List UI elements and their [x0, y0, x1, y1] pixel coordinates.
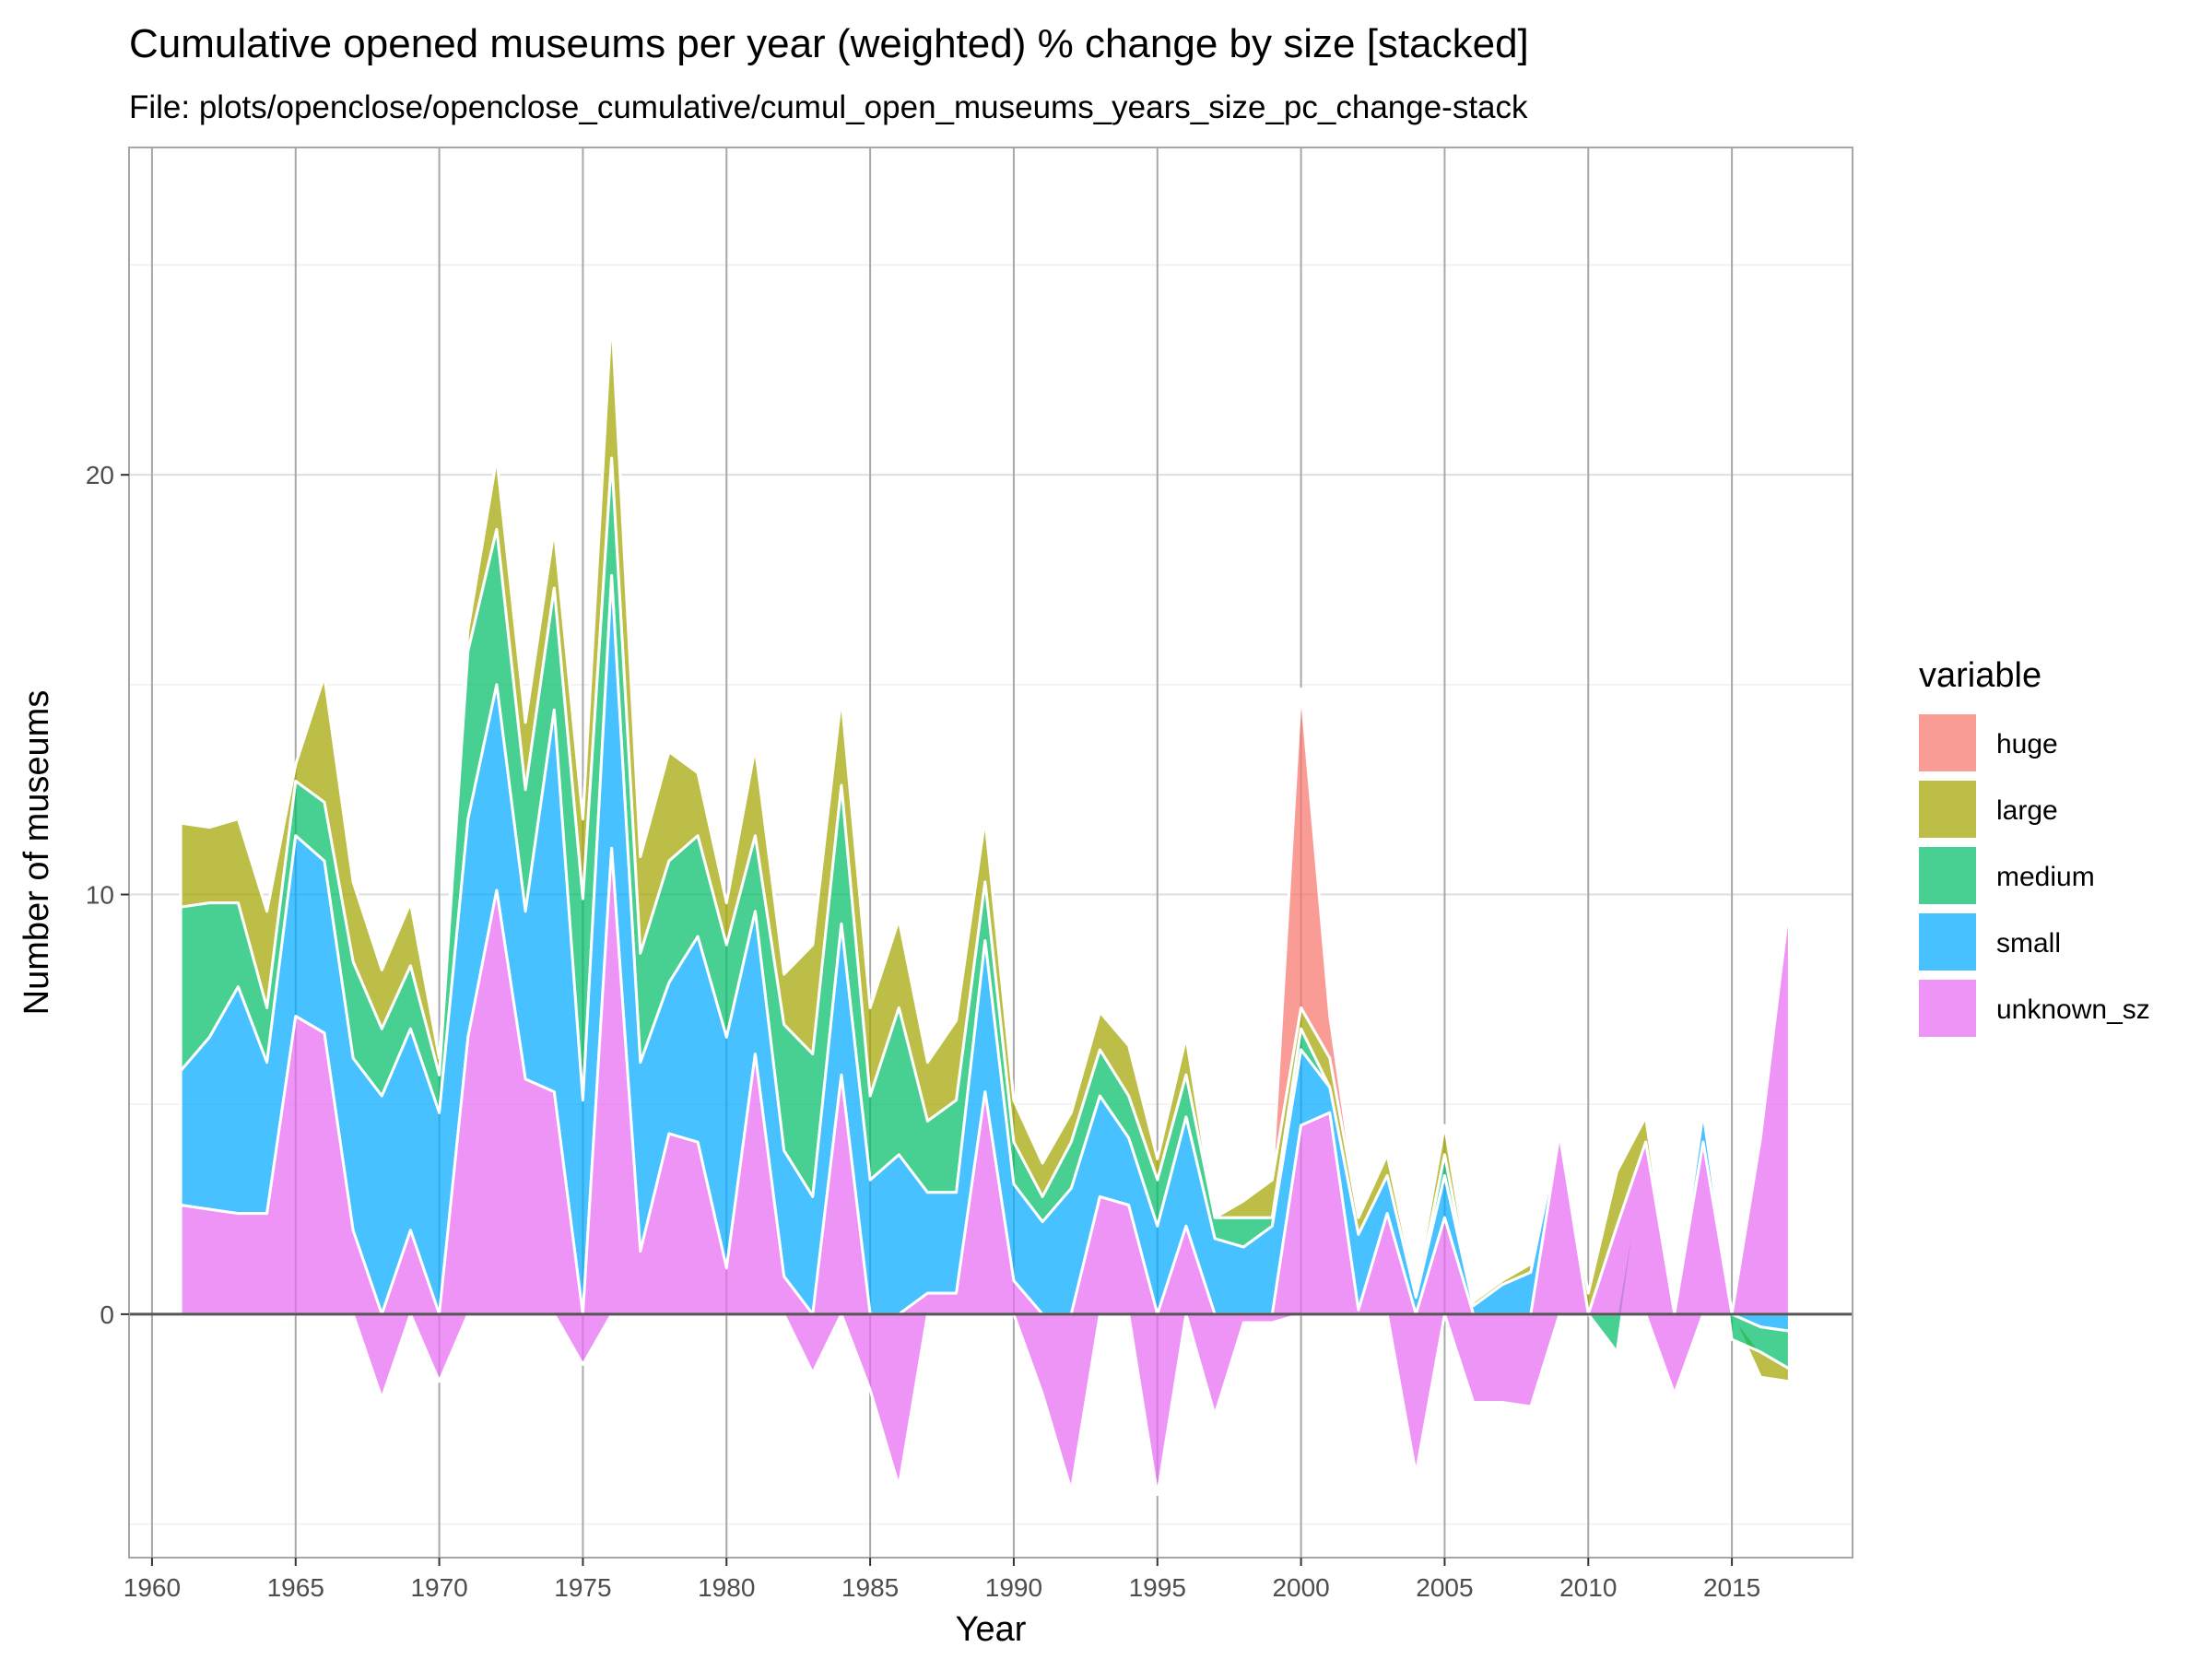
y-tick-label: 10	[86, 881, 114, 910]
x-axis: 1960 1965 1970 1975 1980 1985 1990 1995 2000 2005…	[124, 1558, 1760, 1602]
legend-title: variable	[1919, 656, 2041, 695]
x-tick-label: 1960	[124, 1573, 181, 1602]
y-tick-label: 20	[86, 461, 114, 489]
legend-label-medium: medium	[1996, 862, 2095, 892]
x-tick-label: 1980	[698, 1573, 755, 1602]
legend-label-large: large	[1996, 795, 2058, 826]
legend-swatch-large	[1919, 781, 1976, 838]
x-tick-label: 1990	[985, 1573, 1042, 1602]
legend-swatch-small	[1919, 913, 1976, 971]
x-tick-label: 2000	[1272, 1573, 1329, 1602]
chart-subtitle: File: plots/openclose/openclose_cumulati…	[129, 89, 1528, 125]
y-tick-label: 0	[100, 1300, 114, 1329]
x-tick-label: 1975	[554, 1573, 611, 1602]
area-layer	[179, 313, 1791, 1497]
legend-swatch-huge	[1919, 714, 1976, 771]
legend: variable huge large medium small unknown_sz	[1919, 656, 2150, 1037]
x-axis-title: Year	[956, 1610, 1027, 1649]
x-tick-label: 1965	[267, 1573, 324, 1602]
y-axis-title: Number of museums	[18, 690, 56, 1016]
x-tick-label: 2005	[1416, 1573, 1473, 1602]
legend-swatch-medium	[1919, 847, 1976, 904]
x-tick-label: 2015	[1703, 1573, 1760, 1602]
x-tick-label: 1970	[410, 1573, 467, 1602]
x-tick-label: 2010	[1559, 1573, 1617, 1602]
chart-title: Cumulative opened museums per year (weig…	[129, 21, 1529, 66]
legend-label-unknown_sz: unknown_sz	[1996, 994, 2150, 1025]
legend-label-huge: huge	[1996, 729, 2058, 759]
legend-label-small: small	[1996, 928, 2061, 959]
plot-border	[128, 147, 1853, 1559]
y-axis: 0 10 20	[86, 461, 129, 1329]
x-tick-label: 1985	[841, 1573, 899, 1602]
x-tick-label: 1995	[1129, 1573, 1186, 1602]
legend-swatch-unknown_sz	[1919, 980, 1976, 1037]
legend-items: huge large medium small unknown_sz	[1919, 714, 2150, 1037]
